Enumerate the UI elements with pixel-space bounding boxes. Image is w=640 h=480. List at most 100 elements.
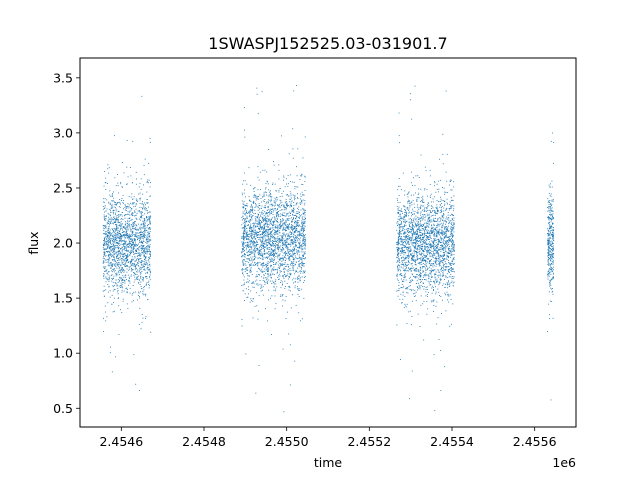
data-point bbox=[292, 239, 294, 241]
data-point bbox=[273, 255, 274, 257]
data-point bbox=[295, 271, 297, 273]
data-point bbox=[285, 229, 286, 231]
data-point bbox=[270, 271, 272, 273]
data-point bbox=[444, 245, 446, 247]
data-point bbox=[124, 280, 126, 282]
data-point bbox=[295, 264, 296, 266]
data-point bbox=[268, 229, 270, 230]
data-point bbox=[261, 237, 263, 239]
data-point bbox=[439, 201, 441, 202]
data-point bbox=[149, 211, 151, 213]
data-point bbox=[248, 254, 250, 256]
data-point bbox=[247, 234, 249, 235]
data-point bbox=[115, 238, 117, 240]
data-point bbox=[266, 248, 268, 250]
data-point bbox=[287, 233, 289, 235]
data-point bbox=[287, 246, 288, 248]
data-point bbox=[262, 289, 263, 291]
data-point bbox=[110, 253, 112, 255]
data-point bbox=[135, 232, 137, 234]
data-point bbox=[265, 216, 266, 218]
data-point bbox=[440, 210, 442, 211]
data-point bbox=[290, 261, 292, 263]
data-point bbox=[284, 263, 286, 265]
data-point bbox=[247, 254, 249, 256]
data-point bbox=[241, 200, 243, 202]
data-point bbox=[142, 214, 144, 216]
data-point bbox=[288, 235, 289, 237]
data-point bbox=[270, 249, 272, 250]
data-point bbox=[135, 249, 137, 251]
data-point bbox=[250, 206, 252, 208]
data-point bbox=[258, 310, 259, 312]
data-point bbox=[139, 226, 141, 228]
data-point bbox=[104, 252, 105, 253]
data-point bbox=[264, 234, 266, 236]
data-point bbox=[139, 279, 140, 281]
data-point bbox=[115, 215, 117, 217]
data-point bbox=[131, 214, 133, 216]
data-point bbox=[414, 276, 416, 278]
data-point bbox=[291, 227, 293, 229]
data-point bbox=[118, 210, 120, 212]
data-point bbox=[244, 230, 246, 232]
data-point bbox=[132, 250, 134, 252]
data-point bbox=[104, 305, 106, 307]
data-point bbox=[295, 203, 297, 205]
data-point bbox=[137, 248, 138, 249]
data-point bbox=[301, 268, 302, 270]
data-point bbox=[144, 213, 146, 215]
data-point bbox=[273, 233, 275, 235]
data-point bbox=[408, 249, 409, 251]
data-point bbox=[291, 239, 293, 240]
data-point bbox=[140, 188, 142, 190]
data-point bbox=[147, 299, 149, 300]
data-point bbox=[299, 234, 301, 236]
data-point bbox=[140, 247, 142, 249]
data-point bbox=[291, 254, 293, 256]
data-point bbox=[241, 243, 243, 245]
data-point bbox=[105, 276, 107, 278]
data-point bbox=[418, 241, 420, 242]
data-point bbox=[131, 263, 133, 265]
data-point bbox=[111, 250, 112, 252]
data-point bbox=[304, 181, 306, 182]
data-point bbox=[268, 239, 270, 241]
data-point bbox=[450, 180, 452, 181]
data-point bbox=[289, 206, 291, 208]
data-point bbox=[272, 254, 273, 256]
data-point bbox=[253, 233, 255, 235]
data-point bbox=[137, 237, 139, 239]
data-point bbox=[141, 234, 143, 236]
data-point bbox=[281, 236, 283, 238]
data-point bbox=[122, 259, 124, 261]
data-point bbox=[149, 243, 151, 245]
data-point bbox=[292, 268, 294, 270]
data-point bbox=[300, 270, 301, 272]
data-point bbox=[296, 175, 298, 177]
data-point bbox=[297, 278, 299, 279]
data-point bbox=[275, 248, 277, 250]
data-point bbox=[107, 302, 109, 304]
data-point bbox=[114, 231, 115, 233]
data-point bbox=[244, 254, 245, 255]
data-point bbox=[139, 211, 141, 212]
data-point bbox=[437, 254, 439, 256]
data-point bbox=[128, 242, 130, 244]
data-point bbox=[103, 250, 105, 252]
data-point bbox=[291, 226, 293, 228]
data-point bbox=[115, 204, 117, 206]
data-point bbox=[415, 264, 417, 266]
data-point bbox=[105, 248, 107, 250]
data-point bbox=[303, 277, 305, 278]
data-point bbox=[286, 242, 288, 244]
data-point bbox=[273, 282, 274, 284]
data-point bbox=[120, 221, 122, 223]
data-point bbox=[120, 182, 121, 184]
data-point bbox=[244, 253, 245, 254]
data-point bbox=[427, 221, 429, 223]
data-point bbox=[266, 280, 268, 282]
data-point bbox=[259, 194, 261, 196]
data-point bbox=[289, 270, 291, 271]
